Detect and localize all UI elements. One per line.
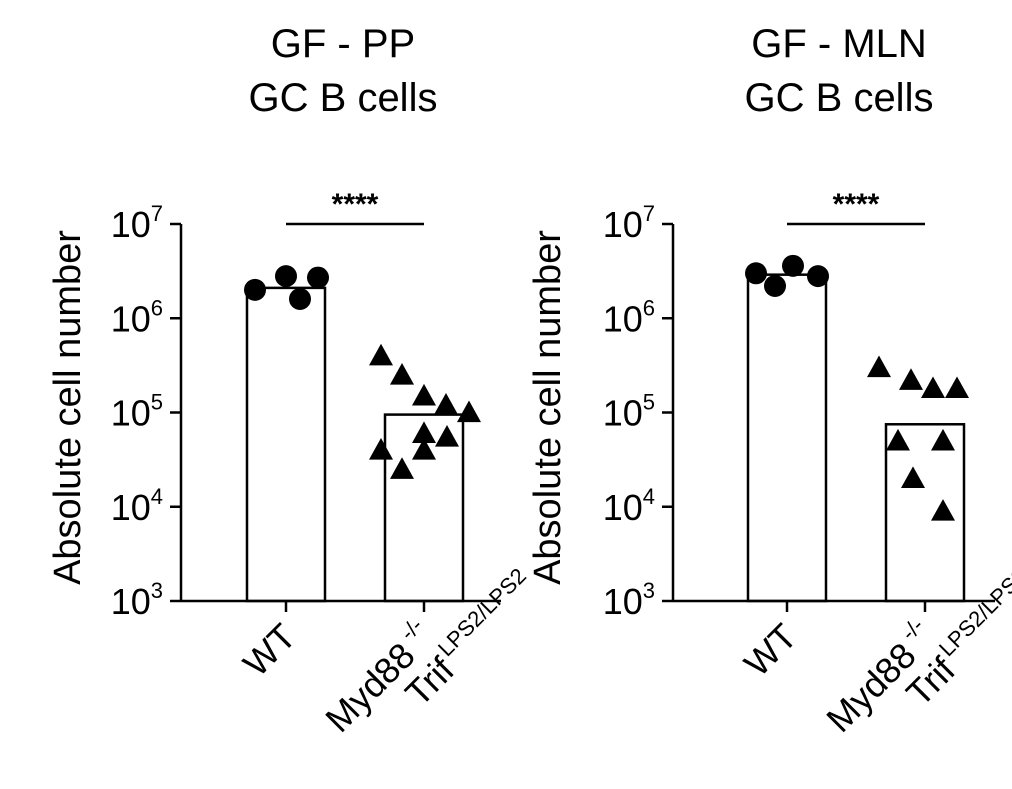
- y-tick-label: 106: [603, 295, 655, 339]
- category-label: WT: [235, 616, 304, 685]
- y-tick-exponent: 3: [151, 578, 163, 603]
- category-main: WT: [736, 616, 805, 685]
- chart-title-line-1: GF - PP: [271, 22, 415, 66]
- data-point-circle: [275, 265, 297, 288]
- chart-panel-2: GF - MLN GC B cells Absolute cell number 10…: [527, 22, 1012, 740]
- data-point-triangle: [412, 421, 436, 444]
- significance-label: ****: [332, 188, 379, 221]
- y-tick-base: 10: [111, 298, 151, 339]
- y-tick-base: 10: [603, 487, 643, 528]
- data-point-triangle: [369, 438, 393, 460]
- data-point-triangle: [457, 400, 481, 423]
- data-point-circle: [307, 266, 329, 289]
- category-label: WT: [736, 616, 805, 685]
- y-tick-label: 107: [603, 201, 655, 245]
- data-point-triangle: [412, 438, 436, 460]
- y-tick-exponent: 6: [643, 295, 655, 320]
- y-tick-exponent: 7: [151, 201, 163, 226]
- y-tick-label: 105: [111, 390, 163, 434]
- chart-title-line-2: GC B cells: [745, 76, 934, 120]
- data-point-circle: [745, 262, 767, 285]
- y-tick-label: 106: [111, 295, 163, 339]
- y-tick-base: 10: [111, 204, 151, 245]
- y-tick-exponent: 5: [643, 390, 655, 415]
- bar-2: [884, 423, 966, 603]
- data-point-triangle: [901, 466, 925, 488]
- data-point-triangle: [899, 368, 923, 390]
- data-point-circle: [764, 274, 786, 297]
- chart-title: GF - PP GC B cells: [249, 22, 438, 120]
- data-point-triangle: [434, 393, 458, 415]
- y-tick-exponent: 7: [643, 201, 655, 226]
- data-point-circle: [289, 288, 311, 311]
- chart-title-line-1: GF - MLN: [751, 22, 927, 66]
- chart-title-line-2: GC B cells: [249, 76, 438, 120]
- y-tick-label: 104: [111, 484, 163, 528]
- data-point-triangle: [390, 457, 414, 479]
- y-tick-label: 107: [111, 201, 163, 245]
- significance-label: ****: [833, 188, 880, 221]
- category-superscript: -/-: [896, 613, 928, 645]
- data-point-triangle: [886, 428, 910, 451]
- y-tick-exponent: 5: [151, 390, 163, 415]
- y-tick-label: 104: [603, 484, 655, 528]
- y-tick-base: 10: [111, 581, 151, 622]
- y-tick-exponent: 4: [151, 484, 163, 509]
- y-tick-exponent: 6: [151, 295, 163, 320]
- data-point-circle: [244, 278, 266, 301]
- data-point-triangle: [369, 343, 393, 366]
- y-tick-base: 10: [111, 393, 151, 434]
- data-point-circle: [782, 254, 804, 277]
- bar-1: [746, 273, 828, 603]
- y-tick-exponent: 3: [643, 578, 655, 603]
- data-point-triangle: [931, 499, 955, 521]
- y-tick-base: 10: [603, 298, 643, 339]
- data-point-triangle: [931, 428, 955, 451]
- y-tick-base: 10: [603, 204, 643, 245]
- data-point-triangle: [867, 355, 891, 378]
- y-tick-label: 103: [603, 578, 655, 622]
- x-tick-label-1: WT: [235, 616, 304, 685]
- y-tick-base: 10: [603, 581, 643, 622]
- y-tick-base: 10: [603, 393, 643, 434]
- category-main: WT: [235, 616, 304, 685]
- y-tick-exponent: 4: [643, 484, 655, 509]
- y-axis-label: Absolute cell number: [47, 230, 89, 585]
- y-tick-base: 10: [111, 487, 151, 528]
- data-point-triangle: [390, 362, 414, 385]
- data-point-triangle: [412, 383, 436, 406]
- bar-1: [245, 286, 327, 603]
- data-point-circle: [807, 265, 829, 288]
- x-tick-label-1: WT: [736, 616, 805, 685]
- y-tick-label: 103: [111, 578, 163, 622]
- data-point-triangle: [435, 424, 459, 447]
- y-axis-label: Absolute cell number: [527, 230, 569, 585]
- data-point-triangle: [921, 376, 945, 399]
- y-tick-label: 105: [603, 390, 655, 434]
- chart-title: GF - MLN GC B cells: [745, 22, 934, 120]
- category-superscript: -/-: [395, 613, 427, 645]
- data-point-triangle: [945, 376, 969, 399]
